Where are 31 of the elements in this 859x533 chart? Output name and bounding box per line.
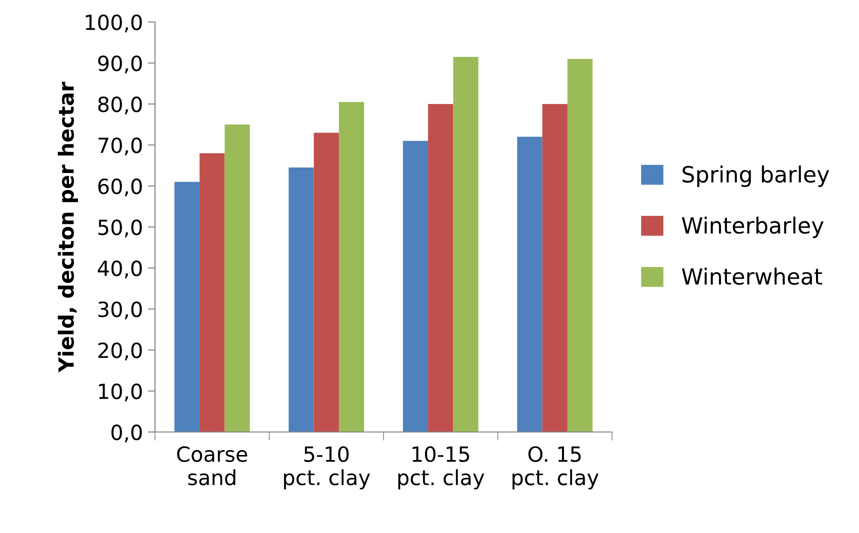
bar bbox=[288, 168, 314, 432]
y-tick-label: 90,0 bbox=[98, 55, 142, 74]
y-tick-label: 50,0 bbox=[98, 219, 142, 238]
bar bbox=[338, 102, 364, 432]
y-tick-label: 10,0 bbox=[99, 383, 142, 402]
bar bbox=[453, 56, 478, 432]
bar bbox=[428, 104, 454, 432]
legend-label: Winterbarley bbox=[682, 216, 824, 238]
y-tick-label: 80,0 bbox=[98, 96, 142, 114]
bar bbox=[567, 58, 593, 432]
y-tick-label: 0,0 bbox=[111, 424, 142, 442]
y-tick-label: 30,0 bbox=[98, 301, 142, 320]
x-tick-label: 5-10 pct. clay bbox=[284, 446, 370, 490]
y-axis-title: Yield, deciton per hectar bbox=[58, 82, 78, 373]
legend-label: Spring barley bbox=[682, 166, 830, 188]
legend-label: Winterwheat bbox=[682, 268, 822, 285]
x-tick-label: O. 15 pct. clay bbox=[512, 446, 598, 490]
bar bbox=[224, 124, 250, 432]
x-tick-label: 10-15 pct. clay bbox=[398, 446, 484, 490]
bar bbox=[542, 104, 568, 432]
y-tick-label: 40,0 bbox=[98, 260, 142, 278]
x-tick-label: Coarse sand bbox=[177, 446, 248, 486]
y-tick-label: 20,0 bbox=[98, 342, 142, 360]
bar bbox=[174, 182, 200, 432]
bar bbox=[314, 132, 339, 432]
bar bbox=[200, 153, 225, 432]
y-tick-label: 60,0 bbox=[98, 178, 142, 196]
y-tick-label: 70,0 bbox=[98, 137, 142, 156]
bar bbox=[402, 140, 428, 432]
bar bbox=[517, 136, 542, 432]
y-tick-label: 100,0 bbox=[86, 14, 142, 32]
